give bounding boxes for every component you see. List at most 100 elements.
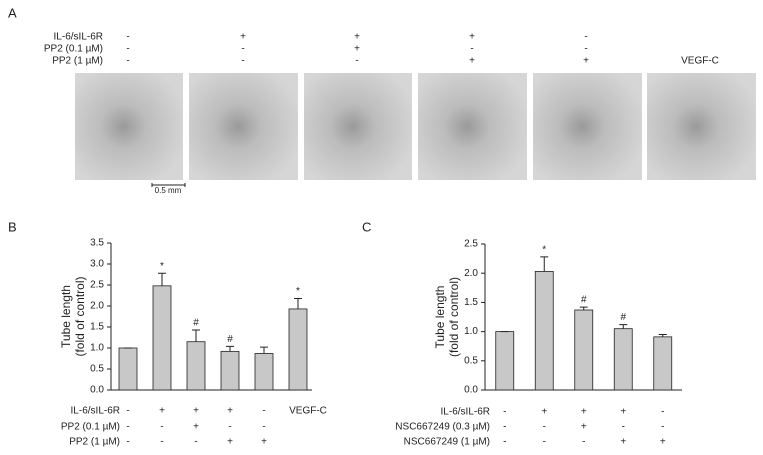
- row-label: PP2 (0.1 µM): [44, 44, 103, 55]
- error-bar: [579, 306, 588, 310]
- y-tick-label: 1.5: [464, 297, 478, 308]
- micrograph: [647, 73, 756, 180]
- row-label: PP2 (1 µM): [69, 437, 120, 448]
- micrograph: [533, 73, 642, 180]
- scale-bar: [151, 183, 186, 187]
- treatment-mark: VEGF-C: [289, 406, 327, 417]
- bar: [186, 341, 206, 391]
- treatment-mark: -: [160, 422, 163, 433]
- y-tick-label: 0.5: [464, 355, 478, 366]
- treatment-mark: -: [262, 406, 265, 417]
- treatment-mark: +: [583, 56, 589, 67]
- row-label: IL-6/sIL-6R: [441, 407, 490, 418]
- treatment-mark: -: [622, 422, 625, 433]
- micrographs: [75, 73, 756, 180]
- treatment-mark: +: [354, 32, 360, 43]
- row-label: PP2 (0.1 µM): [61, 422, 120, 433]
- treatment-mark: -: [355, 56, 358, 67]
- row-label: IL-6/sIL-6R: [54, 32, 103, 43]
- bar: [220, 350, 240, 391]
- treatment-mark: +: [660, 437, 666, 448]
- treatment-mark: -: [126, 56, 129, 67]
- bar: [152, 285, 172, 391]
- treatment-mark: +: [469, 32, 475, 43]
- treatment-mark: -: [241, 44, 244, 55]
- treatment-mark: +: [261, 437, 267, 448]
- error-bar: [158, 272, 166, 286]
- error-bar: [658, 334, 667, 337]
- micrograph: [418, 73, 527, 180]
- row-label: NSC667249 (1 µM): [404, 437, 490, 448]
- treatment-mark: +: [581, 422, 587, 433]
- significance-mark: #: [227, 334, 233, 345]
- y-axis-label: Tube length: [59, 285, 73, 348]
- treatment-mark: +: [240, 32, 246, 43]
- y-tick-label: 1.0: [90, 343, 104, 354]
- treatment-mark: -: [503, 422, 506, 433]
- y-tick-label: 2.0: [464, 268, 478, 279]
- micrograph: [189, 73, 298, 180]
- significance-mark: #: [193, 318, 199, 329]
- panel-label: A: [8, 5, 17, 20]
- error-bar: [619, 324, 628, 329]
- bar: [254, 353, 274, 391]
- treatment-mark: -: [194, 437, 197, 448]
- error-bar: [294, 297, 302, 309]
- treatment-mark: -: [503, 407, 506, 418]
- treatment-mark: -: [126, 32, 129, 43]
- significance-mark: #: [620, 312, 626, 323]
- y-tick-label: 1.0: [464, 326, 478, 337]
- y-tick-label: 0.5: [90, 364, 104, 375]
- row-label: IL-6/sIL-6R: [71, 406, 120, 417]
- y-tick-label: 3.5: [90, 238, 104, 249]
- treatment-mark: +: [193, 406, 199, 417]
- treatment-mark: -: [126, 422, 129, 433]
- y-tick-label: 2.5: [464, 239, 478, 250]
- treatment-mark: +: [227, 437, 233, 448]
- row-label: NSC667249 (0.3 µM): [395, 422, 490, 433]
- scale-bar-label: 0.5 mm: [155, 186, 182, 195]
- error-bar: [540, 256, 549, 272]
- treatment-mark: -: [262, 422, 265, 433]
- bar: [495, 331, 515, 391]
- treatment-mark: +: [227, 406, 233, 417]
- significance-mark: *: [542, 244, 546, 255]
- treatment-mark: -: [584, 44, 587, 55]
- treatment-mark: +: [620, 437, 626, 448]
- y-axis-label: Tube length: [433, 286, 447, 349]
- treatment-mark: +: [354, 44, 360, 55]
- significance-mark: *: [296, 286, 300, 297]
- y-tick-label: 0.0: [90, 385, 104, 396]
- error-bar: [192, 329, 200, 342]
- error-bar: [226, 345, 234, 352]
- bar: [653, 336, 673, 391]
- bar: [534, 271, 554, 391]
- treatment-mark: -: [661, 407, 664, 418]
- y-tick-label: 2.5: [90, 280, 104, 291]
- treatment-mark: -: [543, 422, 546, 433]
- treatment-mark: -: [470, 44, 473, 55]
- y-axis-label: (fold of control): [447, 277, 461, 357]
- row-label: PP2 (1 µM): [52, 56, 103, 67]
- y-tick-label: 1.5: [90, 322, 104, 333]
- panel-label: B: [8, 219, 17, 234]
- micrograph: [304, 73, 412, 180]
- y-axis-label: (fold of control): [73, 276, 87, 356]
- treatment-mark: -: [661, 422, 664, 433]
- bar: [118, 347, 138, 391]
- y-tick-label: 3.0: [90, 259, 104, 270]
- micrograph: [75, 73, 183, 180]
- treatment-mark: -: [582, 437, 585, 448]
- treatment-mark: -: [228, 422, 231, 433]
- treatment-mark: -: [584, 32, 587, 43]
- treatment-mark: -: [543, 437, 546, 448]
- treatment-mark: -: [126, 406, 129, 417]
- significance-mark: #: [581, 295, 587, 306]
- treatment-mark: +: [469, 56, 475, 67]
- bar: [288, 308, 308, 391]
- y-tick-label: 2.0: [90, 301, 104, 312]
- treatment-mark: +: [159, 406, 165, 417]
- bar: [574, 309, 594, 391]
- y-tick-label: 0.0: [464, 385, 478, 396]
